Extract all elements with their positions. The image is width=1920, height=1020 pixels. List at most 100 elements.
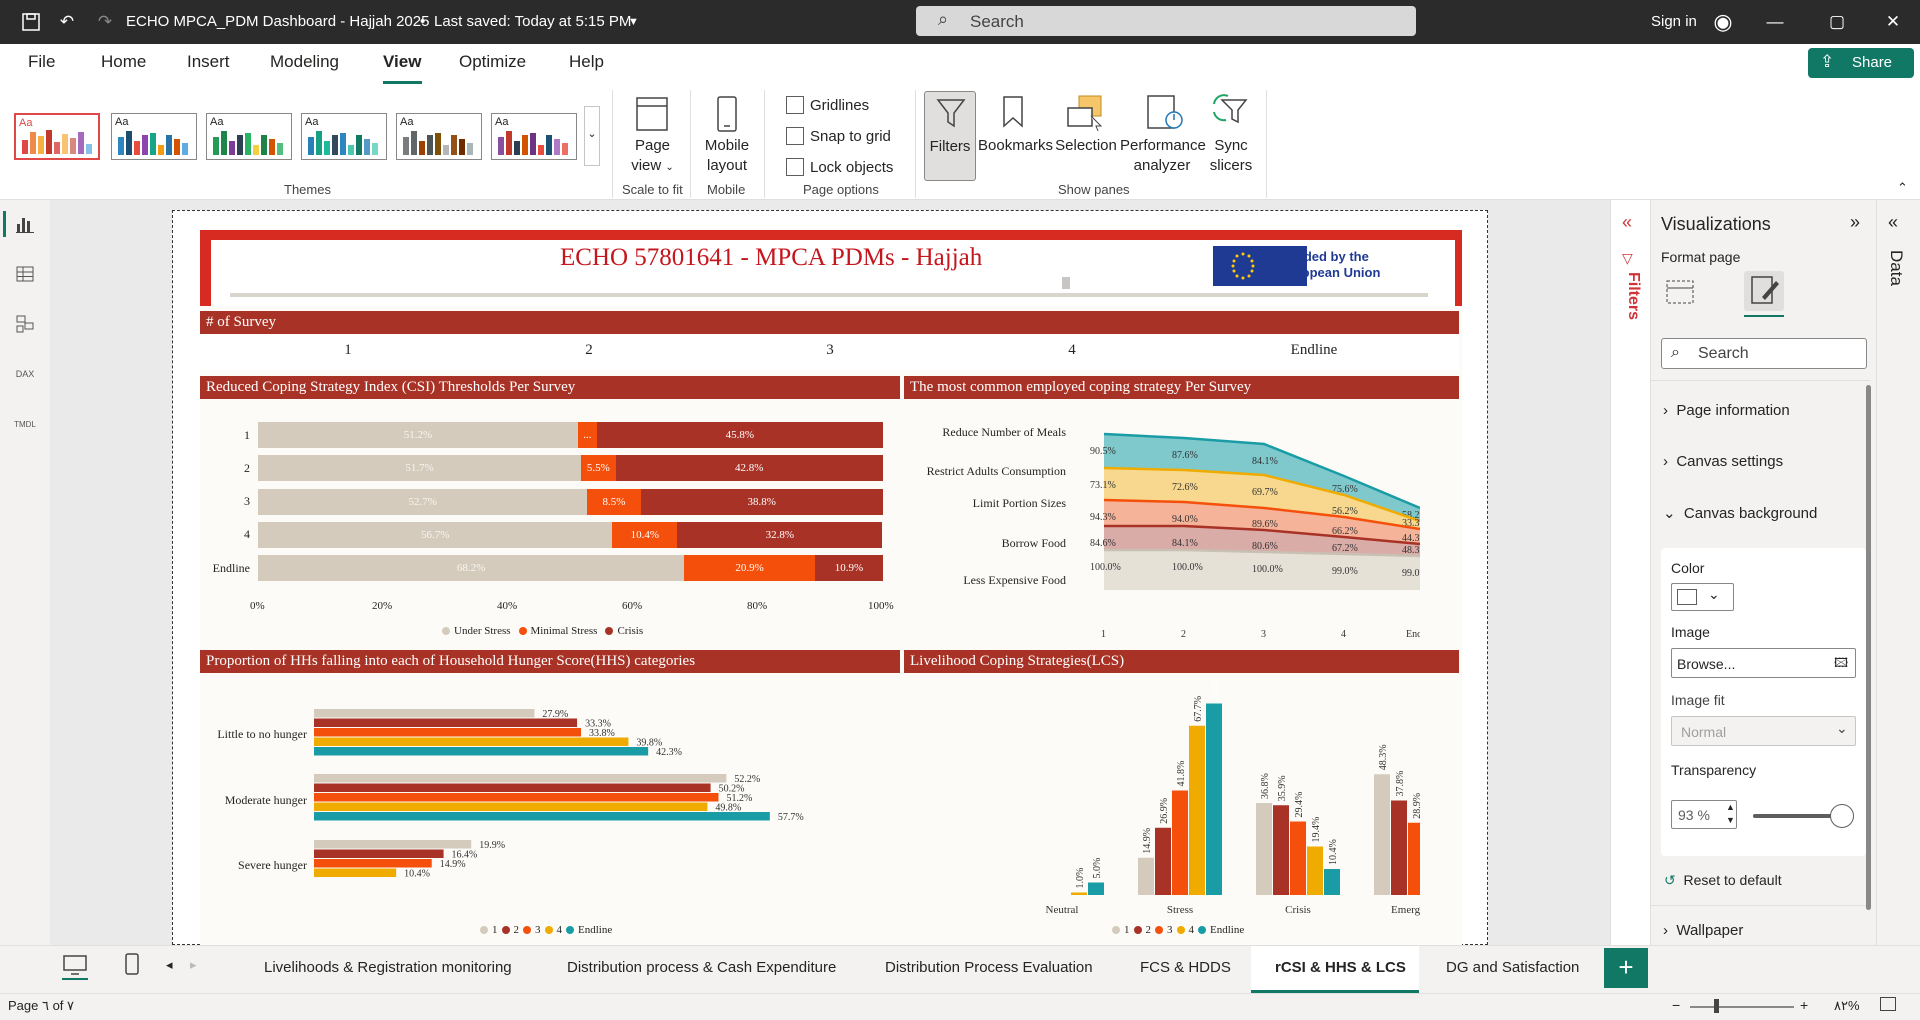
search-input[interactable]: ⌕ Search xyxy=(916,6,1416,36)
spin-down-icon[interactable]: ▼ xyxy=(1726,815,1735,825)
csi-bar-segment-crisis[interactable]: 38.8% xyxy=(640,488,883,515)
survey-slicer-item-endline[interactable]: Endline xyxy=(1290,342,1338,358)
csi-bar-segment-minimal[interactable]: 20.9% xyxy=(684,555,815,582)
gridlines-checkbox[interactable] xyxy=(786,96,804,114)
menu-modeling[interactable]: Modeling xyxy=(270,52,339,71)
transparency-slider-track[interactable] xyxy=(1753,804,1855,828)
scroll-tabs-left-icon[interactable]: ◂ xyxy=(166,957,173,972)
theme-swatch-6[interactable]: Aa xyxy=(491,113,577,160)
theme-swatch-2[interactable]: Aa xyxy=(111,113,197,160)
page-information-section[interactable]: › Page information xyxy=(1663,402,1790,419)
lcs-column[interactable] xyxy=(1155,827,1171,895)
canvas-background-section[interactable]: ⌄ Canvas background xyxy=(1663,504,1817,522)
minimize-icon[interactable]: — xyxy=(1766,12,1784,31)
tab-dg-satisfaction[interactable]: DG and Satisfaction xyxy=(1446,959,1580,976)
lcs-column[interactable] xyxy=(1307,846,1323,896)
wallpaper-section[interactable]: › Wallpaper xyxy=(1663,922,1743,939)
report-view-icon[interactable] xyxy=(12,211,38,237)
lcs-column[interactable] xyxy=(1138,857,1154,895)
zoom-slider-track[interactable] xyxy=(1690,1006,1794,1008)
scroll-tabs-right-icon[interactable]: ▸ xyxy=(190,957,197,972)
csi-bar-segment-minimal[interactable]: 8.5% xyxy=(587,488,641,515)
maximize-icon[interactable]: ▢ xyxy=(1828,12,1846,31)
hhs-bar[interactable] xyxy=(314,802,708,812)
csi-bar-segment-crisis[interactable]: 32.8% xyxy=(677,521,883,548)
snap-to-grid-checkbox[interactable] xyxy=(786,127,804,145)
performance-analyzer-button[interactable]: Performance analyzer xyxy=(1120,137,1206,174)
coping-ribbon-band[interactable] xyxy=(1104,526,1420,556)
dax-query-view-icon[interactable]: DAX xyxy=(15,369,35,379)
hhs-bar[interactable] xyxy=(314,849,444,859)
lcs-column[interactable] xyxy=(1374,774,1390,895)
filters-pane-button[interactable]: Filters xyxy=(924,91,976,181)
add-page-button[interactable]: + xyxy=(1604,948,1648,988)
table-view-icon[interactable] xyxy=(12,261,38,287)
fit-to-page-icon[interactable] xyxy=(1880,997,1896,1011)
menu-view[interactable]: View xyxy=(383,52,422,71)
page-view-button[interactable]: Page view ⌄ xyxy=(625,136,680,178)
coping-ribbon-band[interactable] xyxy=(1104,550,1420,590)
reset-to-default-button[interactable]: ↺ Reset to default xyxy=(1664,872,1782,889)
color-picker[interactable]: ⌄ xyxy=(1671,583,1734,611)
zoom-in-icon[interactable]: + xyxy=(1800,997,1809,1013)
close-icon[interactable]: ✕ xyxy=(1885,12,1901,31)
last-saved[interactable]: Last saved: Today at 5:15 PM xyxy=(434,13,632,30)
lcs-column[interactable] xyxy=(1071,892,1087,896)
csi-bar-segment-crisis[interactable]: 10.9% xyxy=(814,555,883,582)
desktop-layout-icon[interactable] xyxy=(62,954,88,976)
transparency-spinbox[interactable]: 93 % ▲ ▼ xyxy=(1671,800,1737,829)
expand-filters-icon[interactable]: « xyxy=(1622,212,1633,232)
hhs-bar[interactable] xyxy=(314,868,397,878)
hhs-bar[interactable] xyxy=(314,793,719,802)
zoom-out-icon[interactable]: − xyxy=(1672,997,1681,1013)
share-button[interactable]: ⇪ Share xyxy=(1808,48,1914,78)
menu-optimize[interactable]: Optimize xyxy=(459,52,527,71)
theme-swatch-3[interactable]: Aa xyxy=(206,113,292,160)
hhs-bar[interactable] xyxy=(314,812,770,821)
coping-ribbon-band[interactable] xyxy=(1104,434,1420,521)
survey-slicer-item-2[interactable]: 2 xyxy=(585,342,593,358)
survey-slicer-item-4[interactable]: 4 xyxy=(1068,342,1076,358)
lcs-column[interactable] xyxy=(1290,821,1306,896)
pane-search-input[interactable]: ⌕ Search xyxy=(1661,338,1867,369)
sign-in-link[interactable]: Sign in xyxy=(1651,13,1697,30)
csi-bar-segment-under[interactable]: 56.7% xyxy=(258,521,613,548)
csi-bar-segment-minimal[interactable]: 5.5% xyxy=(581,455,616,482)
survey-slicer-item-1[interactable]: 1 xyxy=(344,342,352,358)
lcs-column[interactable] xyxy=(1273,805,1289,895)
format-page-tab[interactable] xyxy=(1744,271,1784,311)
selection-button[interactable]: Selection xyxy=(1055,137,1117,154)
csi-bar-segment-under[interactable]: 68.2% xyxy=(258,555,685,582)
canvas-settings-section[interactable]: › Canvas settings xyxy=(1663,453,1783,470)
lcs-column[interactable] xyxy=(1324,869,1340,895)
hhs-bar[interactable] xyxy=(314,718,578,728)
lcs-column[interactable] xyxy=(1206,703,1222,896)
csi-bar-segment-crisis[interactable]: 42.8% xyxy=(615,455,883,482)
hhs-bar[interactable] xyxy=(314,783,711,793)
csi-bar-segment-crisis[interactable]: 45.8% xyxy=(596,422,883,448)
csi-bar-segment-under[interactable]: 51.2% xyxy=(258,422,578,448)
lcs-column[interactable] xyxy=(1408,822,1420,895)
save-icon[interactable] xyxy=(20,11,42,33)
hhs-bar[interactable] xyxy=(314,774,727,783)
image-browse-input[interactable]: Browse... 🖾 xyxy=(1671,648,1856,678)
lock-objects-checkbox[interactable] xyxy=(786,158,804,176)
expand-data-icon[interactable]: « xyxy=(1888,212,1899,232)
menu-insert[interactable]: Insert xyxy=(187,52,230,71)
build-visual-icon[interactable] xyxy=(1664,276,1696,308)
csi-bar-segment-minimal[interactable]: 10.4% xyxy=(612,521,678,548)
theme-swatch-1[interactable]: Aa xyxy=(14,113,100,160)
data-pane-collapsed[interactable] xyxy=(1876,200,1920,945)
menu-home[interactable]: Home xyxy=(101,52,147,71)
transparency-slider-thumb[interactable] xyxy=(1830,804,1855,828)
model-view-icon[interactable] xyxy=(12,311,38,337)
lcs-column[interactable] xyxy=(1172,790,1188,896)
bookmarks-button[interactable]: Bookmarks xyxy=(978,137,1054,154)
collapse-visualizations-icon[interactable]: » xyxy=(1850,212,1861,232)
hhs-bar[interactable] xyxy=(314,747,649,756)
tab-fcs-hdds[interactable]: FCS & HDDS xyxy=(1140,959,1231,976)
mobile-preview-icon[interactable] xyxy=(124,952,140,976)
header-scroll-thumb[interactable] xyxy=(1062,277,1070,289)
tab-rcsi-hhs-lcs[interactable]: rCSI & HHS & LCS xyxy=(1275,959,1406,976)
tab-livelihoods-registration[interactable]: Livelihoods & Registration monitoring xyxy=(264,959,512,976)
